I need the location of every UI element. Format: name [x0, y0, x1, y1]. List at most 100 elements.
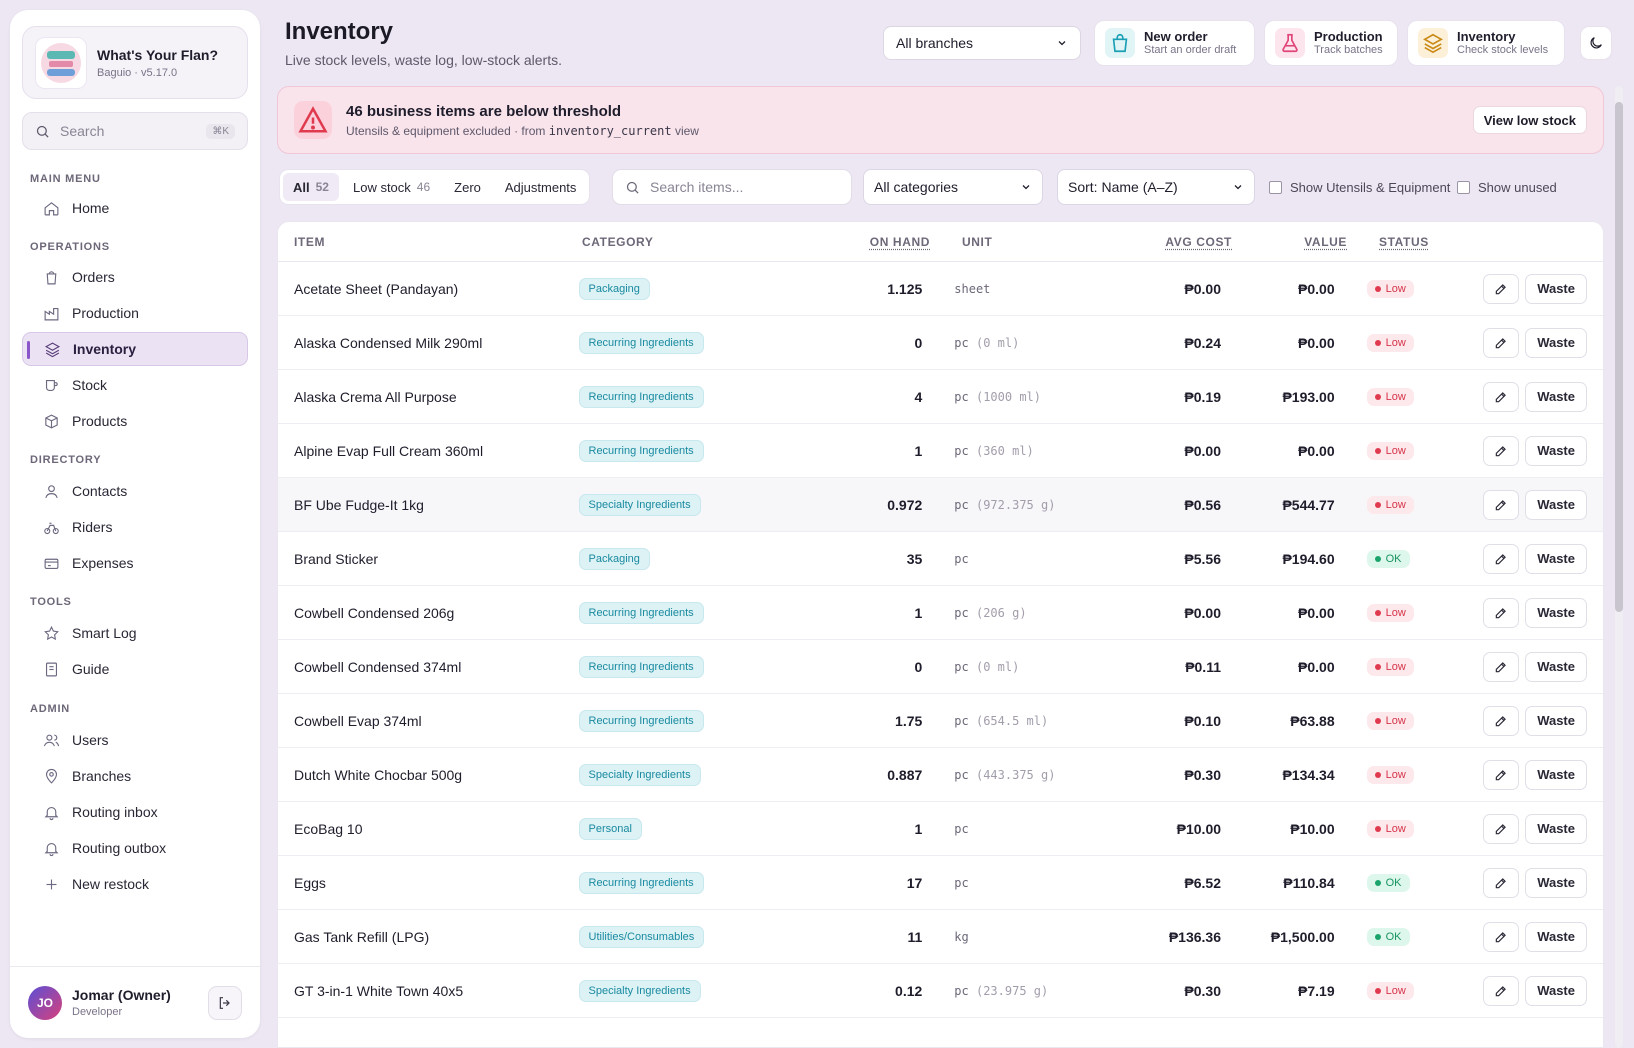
- edit-button[interactable]: [1483, 975, 1520, 1006]
- scrollbar-thumb[interactable]: [1615, 102, 1623, 612]
- scrollbar[interactable]: [1612, 86, 1624, 1048]
- quick-action-inventory[interactable]: Inventory Check stock levels: [1407, 20, 1565, 66]
- table-row[interactable]: EcoBag 10 Personal 1 pc ₱10.00 ₱10.00 Lo…: [278, 802, 1603, 856]
- quick-action-sub: Check stock levels: [1457, 44, 1549, 57]
- table-row[interactable]: Eggs Recurring Ingredients 17 pc ₱6.52 ₱…: [278, 856, 1603, 910]
- checkbox-box[interactable]: [1457, 181, 1470, 194]
- view-low-stock-button[interactable]: View low stock: [1472, 106, 1587, 134]
- sidebar-item-products[interactable]: Products: [22, 404, 248, 438]
- table-row[interactable]: Cowbell Condensed 206g Recurring Ingredi…: [278, 586, 1603, 640]
- quick-action-production[interactable]: Production Track batches: [1264, 20, 1398, 66]
- table-row[interactable]: Gas Tank Refill (LPG) Utilities/Consumab…: [278, 910, 1603, 964]
- col-value[interactable]: VALUE: [1304, 234, 1347, 249]
- status-badge: OK: [1366, 550, 1410, 568]
- sidebar-item-inventory[interactable]: Inventory: [22, 332, 248, 366]
- brand-card[interactable]: What's Your Flan? Baguio · v5.17.0: [22, 26, 248, 99]
- edit-button[interactable]: [1483, 921, 1520, 952]
- table-row[interactable]: Acetate Sheet (Pandayan) Packaging 1.125…: [278, 262, 1603, 316]
- tab-zero[interactable]: Zero: [444, 173, 491, 201]
- logout-button[interactable]: [208, 985, 242, 1020]
- tab-low-stock[interactable]: Low stock 46: [343, 173, 440, 201]
- sidebar-item-riders[interactable]: Riders: [22, 510, 248, 544]
- sidebar-item-users[interactable]: Users: [22, 723, 248, 757]
- sidebar-item-home[interactable]: Home: [22, 191, 248, 225]
- edit-button[interactable]: [1483, 867, 1520, 898]
- waste-button[interactable]: Waste: [1525, 759, 1587, 790]
- avg-cost-value: ₱0.00: [1184, 604, 1222, 621]
- items-search-input[interactable]: Search items...: [612, 169, 852, 205]
- edit-button[interactable]: [1483, 435, 1520, 466]
- col-item[interactable]: ITEM: [294, 234, 326, 249]
- waste-button[interactable]: Waste: [1525, 975, 1587, 1006]
- checkbox-box[interactable]: [1269, 181, 1282, 194]
- col-on-hand[interactable]: ON HAND: [869, 234, 930, 249]
- sort-select[interactable]: Sort: Name (A–Z): [1057, 169, 1255, 205]
- table-row[interactable]: Cowbell Evap 374ml Recurring Ingredients…: [278, 694, 1603, 748]
- branch-select[interactable]: All branches: [883, 26, 1081, 60]
- waste-button[interactable]: Waste: [1525, 651, 1587, 682]
- col-status[interactable]: STATUS: [1379, 234, 1429, 249]
- col-category[interactable]: CATEGORY: [582, 234, 654, 249]
- edit-button[interactable]: [1483, 327, 1520, 358]
- waste-button[interactable]: Waste: [1525, 813, 1587, 844]
- col-unit[interactable]: UNIT: [962, 234, 993, 249]
- edit-button[interactable]: [1483, 273, 1520, 304]
- edit-button[interactable]: [1483, 597, 1520, 628]
- sidebar-item-stock[interactable]: Stock: [22, 368, 248, 402]
- edit-button[interactable]: [1483, 813, 1520, 844]
- sidebar-item-label: Users: [72, 732, 109, 748]
- waste-button[interactable]: Waste: [1525, 597, 1587, 628]
- waste-button[interactable]: Waste: [1525, 705, 1587, 736]
- waste-button[interactable]: Waste: [1525, 435, 1587, 466]
- on-hand-value: 0.887: [887, 766, 923, 783]
- waste-button[interactable]: Waste: [1525, 921, 1587, 952]
- quick-action-new-order[interactable]: New order Start an order draft: [1094, 20, 1255, 66]
- waste-button[interactable]: Waste: [1525, 543, 1587, 574]
- edit-button[interactable]: [1483, 381, 1520, 412]
- category-select[interactable]: All categories: [863, 169, 1043, 205]
- nav-section-admin: ADMIN: [30, 703, 71, 715]
- wallet-icon: [44, 558, 59, 569]
- col-avg-cost[interactable]: AVG COST: [1165, 234, 1232, 249]
- waste-button[interactable]: Waste: [1525, 327, 1587, 358]
- show-utensils-checkbox[interactable]: Show Utensils & Equipment: [1269, 180, 1450, 195]
- table-row[interactable]: Alaska Crema All Purpose Recurring Ingre…: [278, 370, 1603, 424]
- waste-button[interactable]: Waste: [1525, 273, 1587, 304]
- table-row[interactable]: Brand Sticker Packaging 35 pc ₱5.56 ₱194…: [278, 532, 1603, 586]
- waste-button[interactable]: Waste: [1525, 489, 1587, 520]
- table-row[interactable]: Alaska Condensed Milk 290ml Recurring In…: [278, 316, 1603, 370]
- flask-icon: [1275, 28, 1305, 58]
- table-row[interactable]: BF Ube Fudge-It 1kg Specialty Ingredient…: [278, 478, 1603, 532]
- tab-all[interactable]: All 52: [283, 173, 339, 201]
- edit-button[interactable]: [1483, 759, 1520, 790]
- edit-button[interactable]: [1483, 705, 1520, 736]
- show-unused-checkbox[interactable]: Show unused: [1457, 180, 1557, 195]
- on-hand-value: 0: [914, 334, 923, 351]
- sidebar-item-production[interactable]: Production: [22, 296, 248, 330]
- sidebar-item-new-restock[interactable]: New restock: [22, 867, 248, 901]
- item-name: Acetate Sheet (Pandayan): [294, 280, 459, 297]
- edit-button[interactable]: [1483, 651, 1520, 682]
- sidebar-item-routing-inbox[interactable]: Routing inbox: [22, 795, 248, 829]
- sidebar-item-routing-outbox[interactable]: Routing outbox: [22, 831, 248, 865]
- sidebar-item-smart-log[interactable]: Smart Log: [22, 616, 248, 650]
- sidebar-item-branches[interactable]: Branches: [22, 759, 248, 793]
- unit-cell: kg: [922, 930, 1120, 944]
- sidebar-search[interactable]: Search ⌘K: [22, 112, 248, 150]
- waste-button[interactable]: Waste: [1525, 381, 1587, 412]
- table-row[interactable]: GT 3-in-1 White Town 40x5 Specialty Ingr…: [278, 964, 1603, 1018]
- edit-button[interactable]: [1483, 543, 1520, 574]
- table-row[interactable]: Cowbell Condensed 374ml Recurring Ingred…: [278, 640, 1603, 694]
- pencil-icon: [1495, 661, 1507, 672]
- tab-adjustments[interactable]: Adjustments: [495, 173, 587, 201]
- theme-toggle-button[interactable]: [1580, 26, 1612, 60]
- edit-button[interactable]: [1483, 489, 1520, 520]
- sidebar-item-guide[interactable]: Guide: [22, 652, 248, 686]
- table-row[interactable]: Dutch White Chocbar 500g Specialty Ingre…: [278, 748, 1603, 802]
- sidebar-item-contacts[interactable]: Contacts: [22, 474, 248, 508]
- waste-button[interactable]: Waste: [1525, 867, 1587, 898]
- table-row[interactable]: Alpine Evap Full Cream 360ml Recurring I…: [278, 424, 1603, 478]
- sidebar-item-orders[interactable]: Orders: [22, 260, 248, 294]
- avatar[interactable]: JO: [28, 985, 62, 1020]
- sidebar-item-expenses[interactable]: Expenses: [22, 546, 248, 580]
